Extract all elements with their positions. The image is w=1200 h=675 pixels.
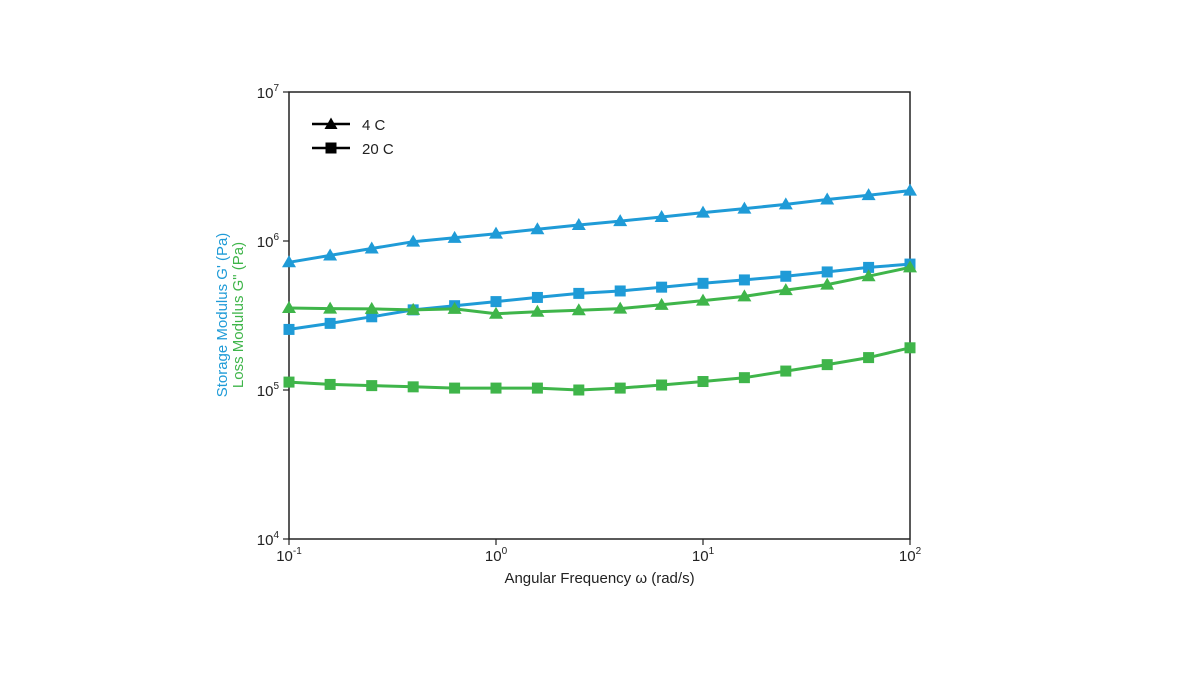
data-point-square [614, 285, 626, 297]
legend-label-20c: 20 C [362, 141, 394, 158]
data-point-square [614, 382, 626, 394]
data-point-square [407, 381, 419, 393]
data-point-triangle [489, 306, 503, 319]
data-point-square [324, 317, 336, 329]
data-point-square [821, 359, 833, 371]
y-tick-label: 107 [257, 83, 280, 102]
data-point-square [531, 382, 543, 394]
x-tick-label: 102 [899, 546, 922, 565]
legend: 4 C 20 C [312, 117, 394, 158]
data-point-triangle [406, 302, 421, 315]
data-point-triangle [861, 269, 876, 282]
data-point-triangle [530, 304, 545, 317]
x-tick-label: 100 [485, 546, 508, 565]
data-point-square [656, 281, 668, 293]
y-tick-label: 106 [257, 232, 280, 251]
series-line-loss-4c [288, 265, 911, 316]
data-point-triangle [696, 205, 710, 218]
legend-label-4c: 4 C [362, 117, 386, 134]
data-point-square [324, 378, 336, 390]
series-loss-20c [283, 342, 916, 396]
data-point-triangle [613, 301, 628, 314]
x-tick-label: 101 [692, 546, 715, 565]
data-point-triangle [447, 230, 462, 243]
data-point-triangle [530, 222, 545, 235]
data-point-square [780, 270, 792, 282]
data-point-square [573, 384, 585, 396]
y-axis-title-loss: Loss Modulus G" (Pa) [230, 242, 247, 388]
data-point-triangle [323, 248, 338, 261]
data-point-triangle [364, 241, 379, 254]
data-point-triangle [696, 293, 710, 306]
data-point-square [863, 261, 875, 273]
legend-triangle-marker [324, 117, 338, 129]
series-layer [282, 183, 917, 396]
y-axis: 104 105 106 107 [257, 83, 289, 549]
plot-frame [288, 91, 911, 540]
data-point-triangle [778, 197, 793, 210]
data-point-triangle [571, 303, 586, 316]
series-storage-4c [282, 183, 917, 268]
series-line-loss-20c [288, 346, 911, 392]
data-point-square [366, 380, 378, 392]
data-point-square [904, 342, 916, 354]
data-point-triangle [903, 183, 917, 196]
series-storage-20c [283, 258, 916, 335]
y-tick-label: 105 [257, 381, 280, 400]
data-point-square [656, 379, 668, 391]
data-point-square [531, 291, 543, 303]
data-point-triangle [447, 301, 462, 314]
data-point-triangle [737, 201, 752, 214]
data-point-triangle [654, 209, 669, 222]
data-point-square [283, 323, 295, 335]
series-loss-4c [282, 260, 917, 319]
data-point-triangle [489, 226, 503, 239]
legend-square-marker [325, 142, 337, 154]
data-point-triangle [820, 277, 835, 290]
data-point-square [283, 376, 295, 388]
data-point-triangle [903, 260, 917, 273]
data-point-square [366, 311, 378, 323]
data-point-square [863, 352, 875, 364]
data-point-square [490, 382, 502, 394]
data-point-triangle [613, 214, 628, 227]
data-point-triangle [571, 218, 586, 231]
data-point-triangle [820, 192, 835, 205]
data-point-triangle [282, 255, 296, 268]
y-tick-label: 104 [257, 530, 280, 549]
data-point-square [490, 296, 502, 308]
x-axis-title: Angular Frequency ω (rad/s) [504, 570, 694, 587]
data-point-square [821, 266, 833, 278]
data-point-square [697, 376, 709, 388]
data-point-square [738, 274, 750, 286]
data-point-triangle [861, 188, 876, 201]
data-point-triangle [737, 289, 752, 302]
data-point-square [449, 382, 461, 394]
x-tick-label: 10-1 [276, 546, 302, 565]
y-axis-title-storage: Storage Modulus G' (Pa) [214, 233, 231, 398]
data-point-triangle [282, 301, 296, 314]
data-point-triangle [364, 301, 379, 314]
data-point-triangle [406, 234, 421, 247]
data-point-square [780, 365, 792, 377]
series-line-storage-4c [288, 189, 911, 264]
data-point-square [573, 287, 585, 299]
data-point-triangle [323, 301, 338, 314]
data-point-square [738, 372, 750, 384]
data-point-triangle [778, 283, 793, 296]
series-line-storage-20c [288, 262, 911, 331]
x-axis: 10-1 100 101 102 [276, 539, 922, 565]
data-point-triangle [654, 297, 669, 310]
data-point-square [697, 277, 709, 289]
